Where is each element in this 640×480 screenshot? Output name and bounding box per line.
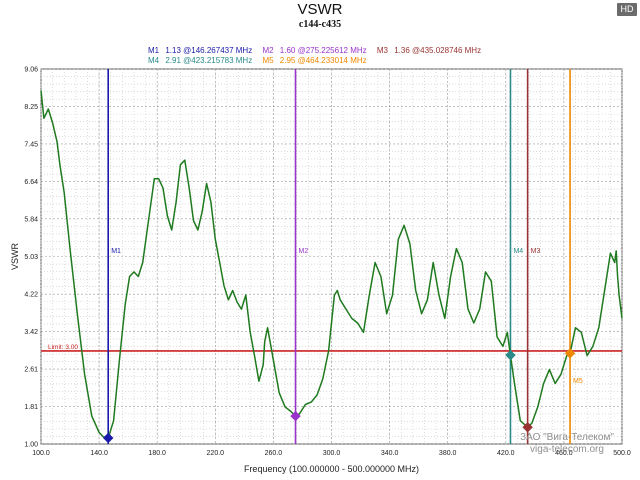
y-tick-label: 5.03 (24, 254, 38, 261)
x-tick-label: 300.0 (323, 450, 341, 457)
legend-m3-text: 1.36 @435.028746 MHz (394, 46, 482, 55)
marker-point-m5[interactable] (564, 348, 576, 359)
y-tick-label: 3.42 (24, 329, 38, 336)
legend-m2-text: 1.60 @275.225612 MHz (279, 46, 367, 55)
legend-m4: M4 2.91 @423.215783 MHz (148, 56, 256, 65)
chart-subtitle: c144-c435 (298, 19, 342, 30)
legend-m1: M1 1.13 @146.267437 MHz (148, 46, 256, 55)
x-tick-label: 140.0 (90, 450, 108, 457)
legend-m5-id: M5 (262, 56, 274, 65)
marker-legend-row-1: M1 1.13 @146.267437 MHz M2 1.60 @275.225… (148, 45, 489, 56)
limit-label: Limit: 3.00 (48, 344, 78, 351)
y-tick-label: 8.25 (24, 104, 38, 111)
x-tick-label: 220.0 (207, 450, 225, 457)
watermark-site: viga-telecom.org (530, 444, 604, 455)
hd-badge[interactable]: HD (617, 3, 637, 16)
y-tick-label: 9.06 (24, 67, 38, 74)
legend-m4-text: 2.91 @423.215783 MHz (165, 56, 253, 65)
x-tick-label: 100.0 (32, 450, 50, 457)
marker-label-m3: M3 (531, 248, 541, 255)
chart-title: VSWR (297, 1, 343, 18)
watermark-company: ЗАО "Вига-Телеком" (520, 432, 614, 443)
legend-m4-id: M4 (148, 56, 160, 65)
x-tick-label: 500.0 (613, 450, 631, 457)
marker-legend-row-2: M4 2.91 @423.215783 MHz M5 2.95 @464.233… (148, 55, 375, 66)
marker-label-m4: M4 (513, 248, 523, 255)
x-tick-label: 180.0 (148, 450, 166, 457)
marker-label-m5: M5 (573, 378, 583, 385)
marker-point-m2[interactable] (290, 410, 301, 422)
legend-m2-id: M2 (262, 46, 274, 55)
legend-m1-text: 1.13 @146.267437 MHz (165, 46, 253, 55)
y-tick-label: 5.84 (24, 216, 38, 223)
y-tick-label: 7.45 (24, 141, 38, 148)
y-axis-label: VSWR (10, 242, 20, 270)
y-tick-label: 2.61 (24, 367, 38, 374)
marker-label-m1: M1 (111, 248, 121, 255)
marker-point-m3[interactable] (522, 422, 533, 433)
y-tick-label: 6.64 (24, 179, 38, 186)
legend-m5: M5 2.95 @464.233014 MHz (262, 56, 370, 65)
x-tick-label: 460.0 (555, 450, 573, 457)
x-tick-label: 340.0 (381, 450, 399, 457)
legend-m1-id: M1 (148, 46, 160, 55)
legend-m5-text: 2.95 @464.233014 MHz (279, 56, 367, 65)
legend-m2: M2 1.60 @275.225612 MHz (262, 46, 370, 55)
x-tick-label: 380.0 (439, 450, 457, 457)
x-tick-label: 260.0 (265, 450, 283, 457)
marker-label-m2: M2 (299, 248, 309, 255)
y-tick-label: 1.81 (24, 404, 38, 411)
marker-point-m1[interactable] (102, 432, 114, 444)
marker-point-m4[interactable] (505, 349, 516, 361)
x-tick-label: 420.0 (497, 450, 515, 457)
x-axis-label: Frequency (100.000000 - 500.000000 MHz) (244, 464, 419, 474)
legend-m3: M3 1.36 @435.028746 MHz (377, 46, 485, 55)
legend-m3-id: M3 (376, 46, 388, 55)
y-tick-label: 1.00 (24, 442, 38, 449)
y-tick-label: 4.22 (24, 292, 38, 299)
